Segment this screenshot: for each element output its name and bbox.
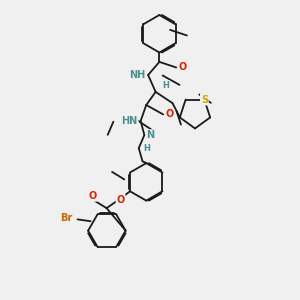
Text: N: N <box>146 130 154 140</box>
Text: O: O <box>179 62 187 73</box>
Text: O: O <box>88 191 97 201</box>
Text: O: O <box>166 110 174 119</box>
Text: S: S <box>201 94 208 105</box>
Text: NH: NH <box>129 70 145 80</box>
Text: O: O <box>116 195 125 205</box>
Text: H: H <box>144 144 151 153</box>
Text: H: H <box>163 81 170 90</box>
Text: Br: Br <box>61 213 73 224</box>
Text: HN: HN <box>122 116 138 126</box>
